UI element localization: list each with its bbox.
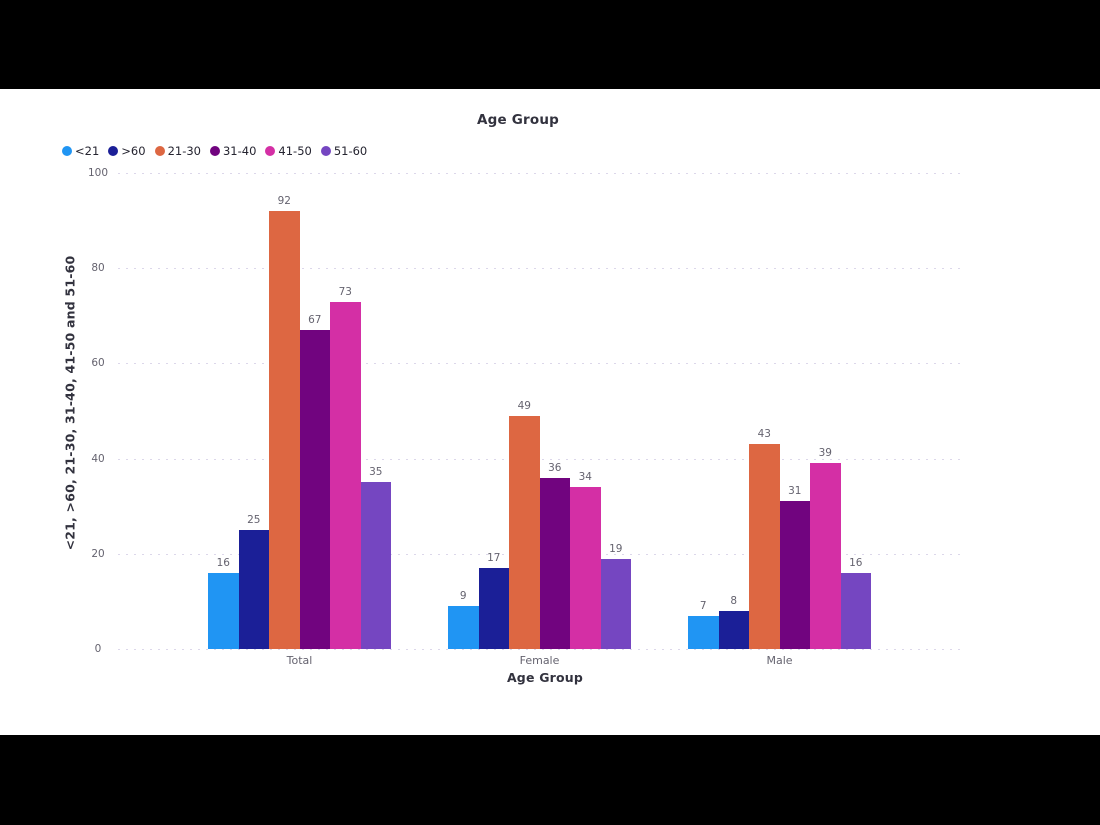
y-axis-tick-label: 60	[91, 357, 105, 369]
bar-value-label: 43	[757, 428, 771, 440]
bar-value-label: 67	[308, 314, 322, 326]
gridline	[118, 459, 962, 460]
bar-value-label: 36	[548, 462, 562, 474]
legend-item-label: <21	[75, 144, 100, 158]
legend-dot-icon	[154, 146, 165, 156]
bar[interactable]	[509, 416, 540, 649]
category-label: Female	[519, 654, 560, 667]
bar-value-label: 35	[369, 466, 383, 478]
chart-title: Age Group	[476, 112, 560, 128]
y-axis-tick-label: 0	[94, 643, 102, 655]
x-axis-title: Age Group	[506, 670, 584, 685]
legend-dot-icon	[320, 146, 331, 156]
bar-value-label: 92	[277, 195, 291, 207]
bar[interactable]	[840, 573, 871, 649]
y-axis-title: <21, >60, 21-30, 31-40, 41-50 and 51-60	[62, 255, 78, 551]
bar-value-label: 34	[578, 471, 592, 483]
gridline	[118, 363, 962, 364]
bar[interactable]	[688, 616, 719, 649]
legend-item-label: 41-50	[278, 144, 312, 158]
legend-item[interactable]: 21-30	[154, 144, 201, 158]
bar[interactable]	[299, 330, 330, 649]
bar-value-label: 31	[788, 485, 802, 497]
bar-value-label: 19	[609, 543, 623, 555]
bar[interactable]	[330, 302, 361, 649]
legend: <21 >60 21-30 31-40 41-50 51-60	[62, 144, 367, 158]
gridline	[118, 173, 962, 174]
gridline	[118, 649, 962, 650]
bar[interactable]	[238, 530, 269, 649]
y-axis-tick-label: 20	[91, 548, 105, 560]
bar-value-label: 25	[247, 514, 261, 526]
bar-value-label: 73	[338, 286, 352, 298]
bar[interactable]	[718, 611, 749, 649]
bar-value-label: 7	[699, 600, 707, 612]
bar[interactable]	[448, 606, 479, 649]
gridline	[118, 268, 962, 269]
legend-dot-icon	[265, 146, 276, 156]
category-label: Total	[286, 654, 313, 667]
bar[interactable]	[600, 559, 631, 649]
bar[interactable]	[779, 501, 810, 649]
bar[interactable]	[749, 444, 780, 649]
bar[interactable]	[208, 573, 239, 649]
bar[interactable]	[478, 568, 509, 649]
bar[interactable]	[360, 482, 391, 649]
bar-value-label: 17	[487, 552, 501, 564]
legend-item-label: >60	[121, 144, 146, 158]
legend-item[interactable]: 31-40	[209, 144, 257, 158]
bar[interactable]	[570, 487, 601, 649]
bar-value-label: 9	[459, 590, 467, 602]
legend-item[interactable]: <21	[62, 144, 99, 158]
bar[interactable]	[810, 463, 841, 649]
legend-dot-icon	[62, 146, 72, 156]
bar[interactable]	[269, 211, 300, 649]
y-axis-tick-label: 40	[91, 453, 105, 465]
legend-item-label: 51-60	[333, 144, 368, 158]
legend-dot-icon	[108, 146, 119, 156]
y-axis-tick-label: 80	[91, 262, 105, 274]
bar-value-label: 39	[818, 447, 832, 459]
legend-item-label: 21-30	[167, 144, 201, 158]
legend-item[interactable]: >60	[108, 144, 146, 158]
bar-value-label: 16	[216, 557, 230, 569]
chart-canvas: Age Group <21 >60 21-30 31-40 41-50 51-60 <21…	[0, 89, 1100, 735]
bar-value-label: 49	[517, 400, 531, 412]
bar-value-label: 16	[849, 557, 863, 569]
legend-item[interactable]: 41-50	[265, 144, 312, 158]
category-label: Male	[766, 654, 793, 667]
bar-value-label: 8	[730, 595, 738, 607]
legend-item-label: 31-40	[222, 144, 257, 158]
legend-dot-icon	[209, 146, 220, 156]
bar[interactable]	[539, 478, 570, 649]
y-axis-tick-label: 100	[87, 167, 109, 179]
legend-item[interactable]: 51-60	[320, 144, 368, 158]
